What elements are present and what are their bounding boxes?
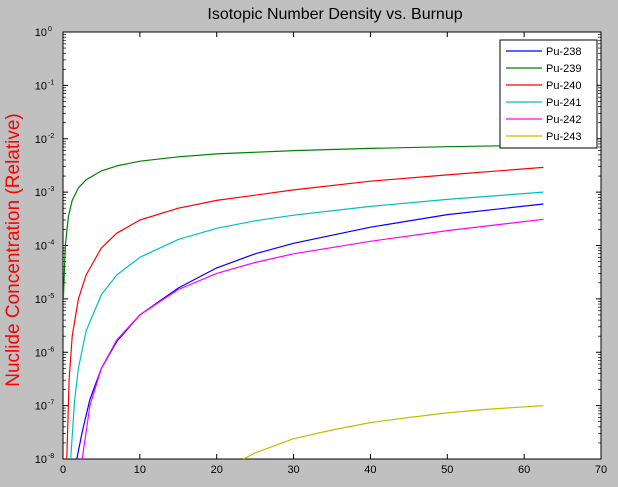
x-tick-label: 30 — [287, 464, 299, 476]
y-tick-exponent: -1 — [48, 79, 54, 86]
y-axis-label: Nuclide Concentration (Relative) — [3, 113, 24, 387]
y-tick-label: 10 — [35, 241, 47, 253]
y-tick-label: 10 — [35, 347, 47, 359]
y-tick-label: 10 — [35, 401, 47, 413]
series-line-pu-242 — [81, 218, 544, 460]
y-tick-exponent: -7 — [48, 400, 54, 407]
legend-entry: Pu-238 — [546, 46, 581, 58]
y-tick-exponent: -6 — [48, 346, 54, 353]
series-lines — [62, 144, 544, 460]
series-line-pu-239 — [62, 144, 544, 299]
legend: Pu-238 Pu-239 Pu-240 Pu-241 Pu-242 Pu-243 — [499, 39, 598, 149]
y-tick-exponent: -4 — [48, 240, 54, 247]
y-tick-label: 10 — [35, 294, 47, 306]
legend-entry: Pu-240 — [546, 80, 581, 92]
x-tick-label: 70 — [595, 464, 607, 476]
series-line-pu-238 — [76, 203, 544, 460]
y-tick-label: 10 — [35, 134, 47, 146]
y-tick-exponent: 0 — [48, 26, 52, 33]
y-tick-exponent: -3 — [48, 186, 54, 193]
chart-title: Isotopic Number Density vs. Burnup — [207, 6, 462, 23]
y-tick-label: 10 — [35, 454, 47, 466]
x-tick-label: 60 — [518, 464, 530, 476]
legend-entry: Pu-239 — [546, 63, 581, 75]
x-tick-label: 50 — [441, 464, 453, 476]
y-tick-exponent: -8 — [48, 453, 54, 460]
legend-entry: Pu-241 — [546, 97, 581, 109]
x-tick-label: 10 — [134, 464, 146, 476]
series-line-pu-241 — [70, 191, 544, 460]
y-tick-exponent: -2 — [48, 133, 54, 140]
y-tick-label: 10 — [35, 187, 47, 199]
legend-entry: Pu-242 — [546, 114, 581, 126]
y-tick-label: 10 — [35, 80, 47, 92]
x-tick-label: 0 — [60, 464, 66, 476]
legend-box — [499, 39, 598, 149]
y-tick-label: 10 — [35, 27, 47, 39]
x-tick-label: 40 — [364, 464, 376, 476]
legend-entry: Pu-243 — [546, 131, 581, 143]
series-line-pu-243 — [243, 405, 544, 460]
series-line-pu-240 — [66, 166, 544, 460]
y-tick-exponent: -5 — [48, 293, 54, 300]
x-tick-label: 20 — [211, 464, 223, 476]
